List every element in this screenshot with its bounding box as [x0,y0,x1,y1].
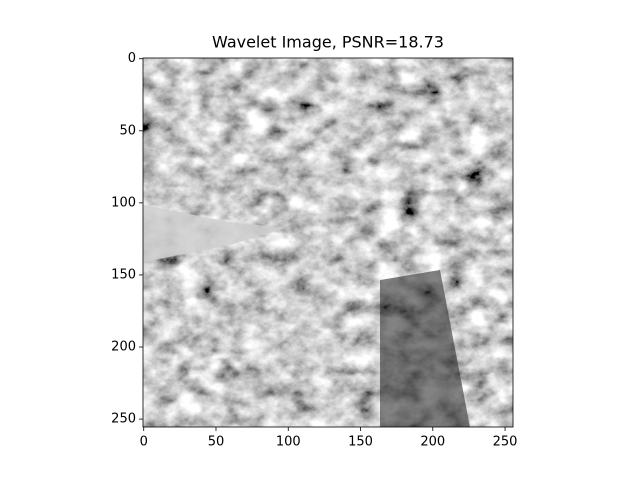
x-tick-label: 200 [420,435,445,450]
x-tick-label: 0 [140,435,148,450]
y-tick-label: 250 [111,412,136,427]
x-tick-label: 100 [276,435,301,450]
image-highlight [143,205,285,262]
y-tick-label: 200 [111,340,136,355]
image [143,58,513,427]
x-tick-label: 50 [208,435,225,450]
y-tick-label: 150 [111,267,136,282]
y-tick-label: 100 [111,195,136,210]
chart-title: Wavelet Image, PSNR=18.73 [212,33,444,52]
axes-frame [142,57,514,428]
x-tick-label: 150 [348,435,373,450]
y-tick-label: 0 [128,51,136,66]
image-shadow [380,270,470,427]
x-tick-label: 250 [493,435,518,450]
y-tick-label: 50 [119,123,136,138]
